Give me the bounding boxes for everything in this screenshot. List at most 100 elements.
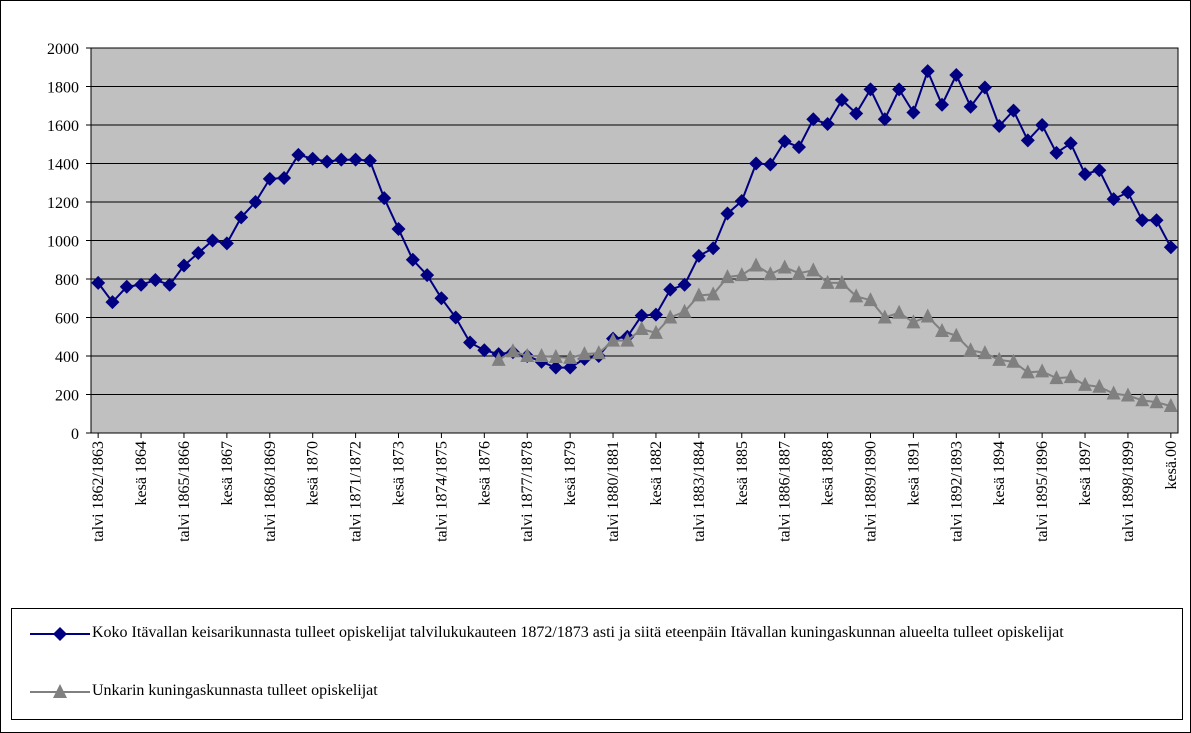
marker	[534, 348, 549, 362]
marker	[720, 269, 735, 284]
marker	[1006, 103, 1021, 118]
marker	[935, 97, 950, 112]
marker	[448, 310, 463, 325]
marker	[1078, 167, 1093, 182]
marker	[1049, 370, 1064, 385]
marker	[906, 105, 921, 120]
x-tick-label: kesä 1891	[905, 441, 922, 505]
marker	[548, 360, 563, 375]
marker	[763, 266, 778, 281]
marker	[520, 348, 535, 362]
marker	[734, 267, 749, 282]
marker	[1120, 185, 1135, 200]
marker	[606, 332, 621, 347]
x-tick-label: kesä 1897	[1077, 441, 1094, 505]
marker	[491, 351, 506, 366]
marker	[749, 257, 764, 272]
marker	[1135, 213, 1150, 228]
marker	[162, 277, 177, 292]
marker	[706, 241, 721, 256]
x-tick-label: talvi 1874/1875	[433, 441, 450, 542]
marker	[1092, 163, 1107, 178]
marker	[1149, 394, 1164, 409]
x-tick-label: talvi 1871/1872	[348, 441, 365, 542]
x-tick-label: kesä 1894	[991, 441, 1008, 505]
x-tick-label: talvi 1886/1887	[777, 441, 794, 542]
marker	[91, 275, 106, 290]
marker	[377, 191, 392, 206]
legend-label: Unkarin kuningaskunnasta tulleet opiskel…	[92, 682, 378, 699]
marker	[963, 99, 978, 114]
marker	[648, 324, 663, 339]
marker	[53, 627, 67, 641]
marker	[749, 156, 764, 171]
x-tick-label: talvi 1862/1863	[90, 441, 107, 542]
x-tick-label: talvi 1898/1899	[1120, 441, 1137, 542]
x-tick-label: kesä 1882	[648, 441, 665, 505]
marker	[706, 286, 721, 301]
marker	[791, 265, 806, 280]
marker	[663, 309, 678, 324]
marker	[53, 684, 67, 698]
marker	[863, 82, 878, 97]
x-tick-label: talvi 1880/1881	[605, 441, 622, 542]
marker	[1149, 213, 1164, 228]
marker	[334, 152, 349, 167]
marker	[906, 314, 921, 329]
x-tick-label: kesä 1864	[133, 441, 150, 505]
marker	[949, 327, 964, 342]
y-tick-label: 1800	[47, 80, 79, 97]
marker	[877, 309, 892, 324]
marker	[1006, 353, 1021, 368]
y-tick-label: 1400	[47, 157, 79, 174]
marker	[434, 291, 449, 306]
marker	[1035, 118, 1050, 132]
x-tick-label: talvi 1868/1869	[262, 441, 279, 542]
x-tick-label: kesä 1876	[476, 441, 493, 505]
marker	[777, 134, 792, 149]
series-line	[97, 68, 1172, 369]
marker	[277, 170, 292, 185]
marker	[548, 348, 563, 363]
marker	[677, 277, 692, 292]
marker	[505, 343, 520, 358]
marker	[849, 106, 864, 121]
marker	[1163, 240, 1178, 255]
x-tick-label: talvi 1889/1890	[862, 441, 879, 542]
marker	[720, 206, 735, 221]
marker	[1020, 364, 1035, 379]
marker	[806, 262, 821, 277]
marker	[820, 117, 835, 132]
x-tick-label: kesä 1867	[219, 441, 236, 505]
marker	[234, 210, 249, 225]
marker	[892, 82, 907, 97]
x-tick-label: talvi 1865/1866	[176, 441, 193, 542]
marker	[977, 345, 992, 360]
x-tick-label: talvi 1892/1893	[948, 441, 965, 542]
marker	[620, 332, 635, 347]
marker	[205, 233, 220, 248]
x-tick-label: kesä 1879	[562, 441, 579, 505]
marker	[1092, 378, 1107, 393]
marker	[777, 259, 792, 274]
marker	[1020, 133, 1035, 148]
marker	[691, 287, 706, 302]
marker	[119, 279, 134, 294]
marker	[1106, 385, 1121, 400]
marker	[863, 292, 878, 307]
y-tick-label: 400	[55, 349, 79, 366]
marker	[849, 288, 864, 303]
y-tick-label: 200	[55, 388, 79, 405]
marker	[176, 258, 191, 273]
marker	[992, 118, 1007, 133]
marker	[648, 307, 663, 322]
legend-swatch	[30, 684, 90, 698]
x-tick-label: kesä 1870	[305, 441, 322, 505]
marker	[834, 274, 849, 289]
marker	[262, 171, 277, 186]
marker	[463, 335, 478, 350]
marker	[920, 64, 935, 79]
marker	[1106, 192, 1121, 207]
legend-swatch	[30, 627, 90, 641]
